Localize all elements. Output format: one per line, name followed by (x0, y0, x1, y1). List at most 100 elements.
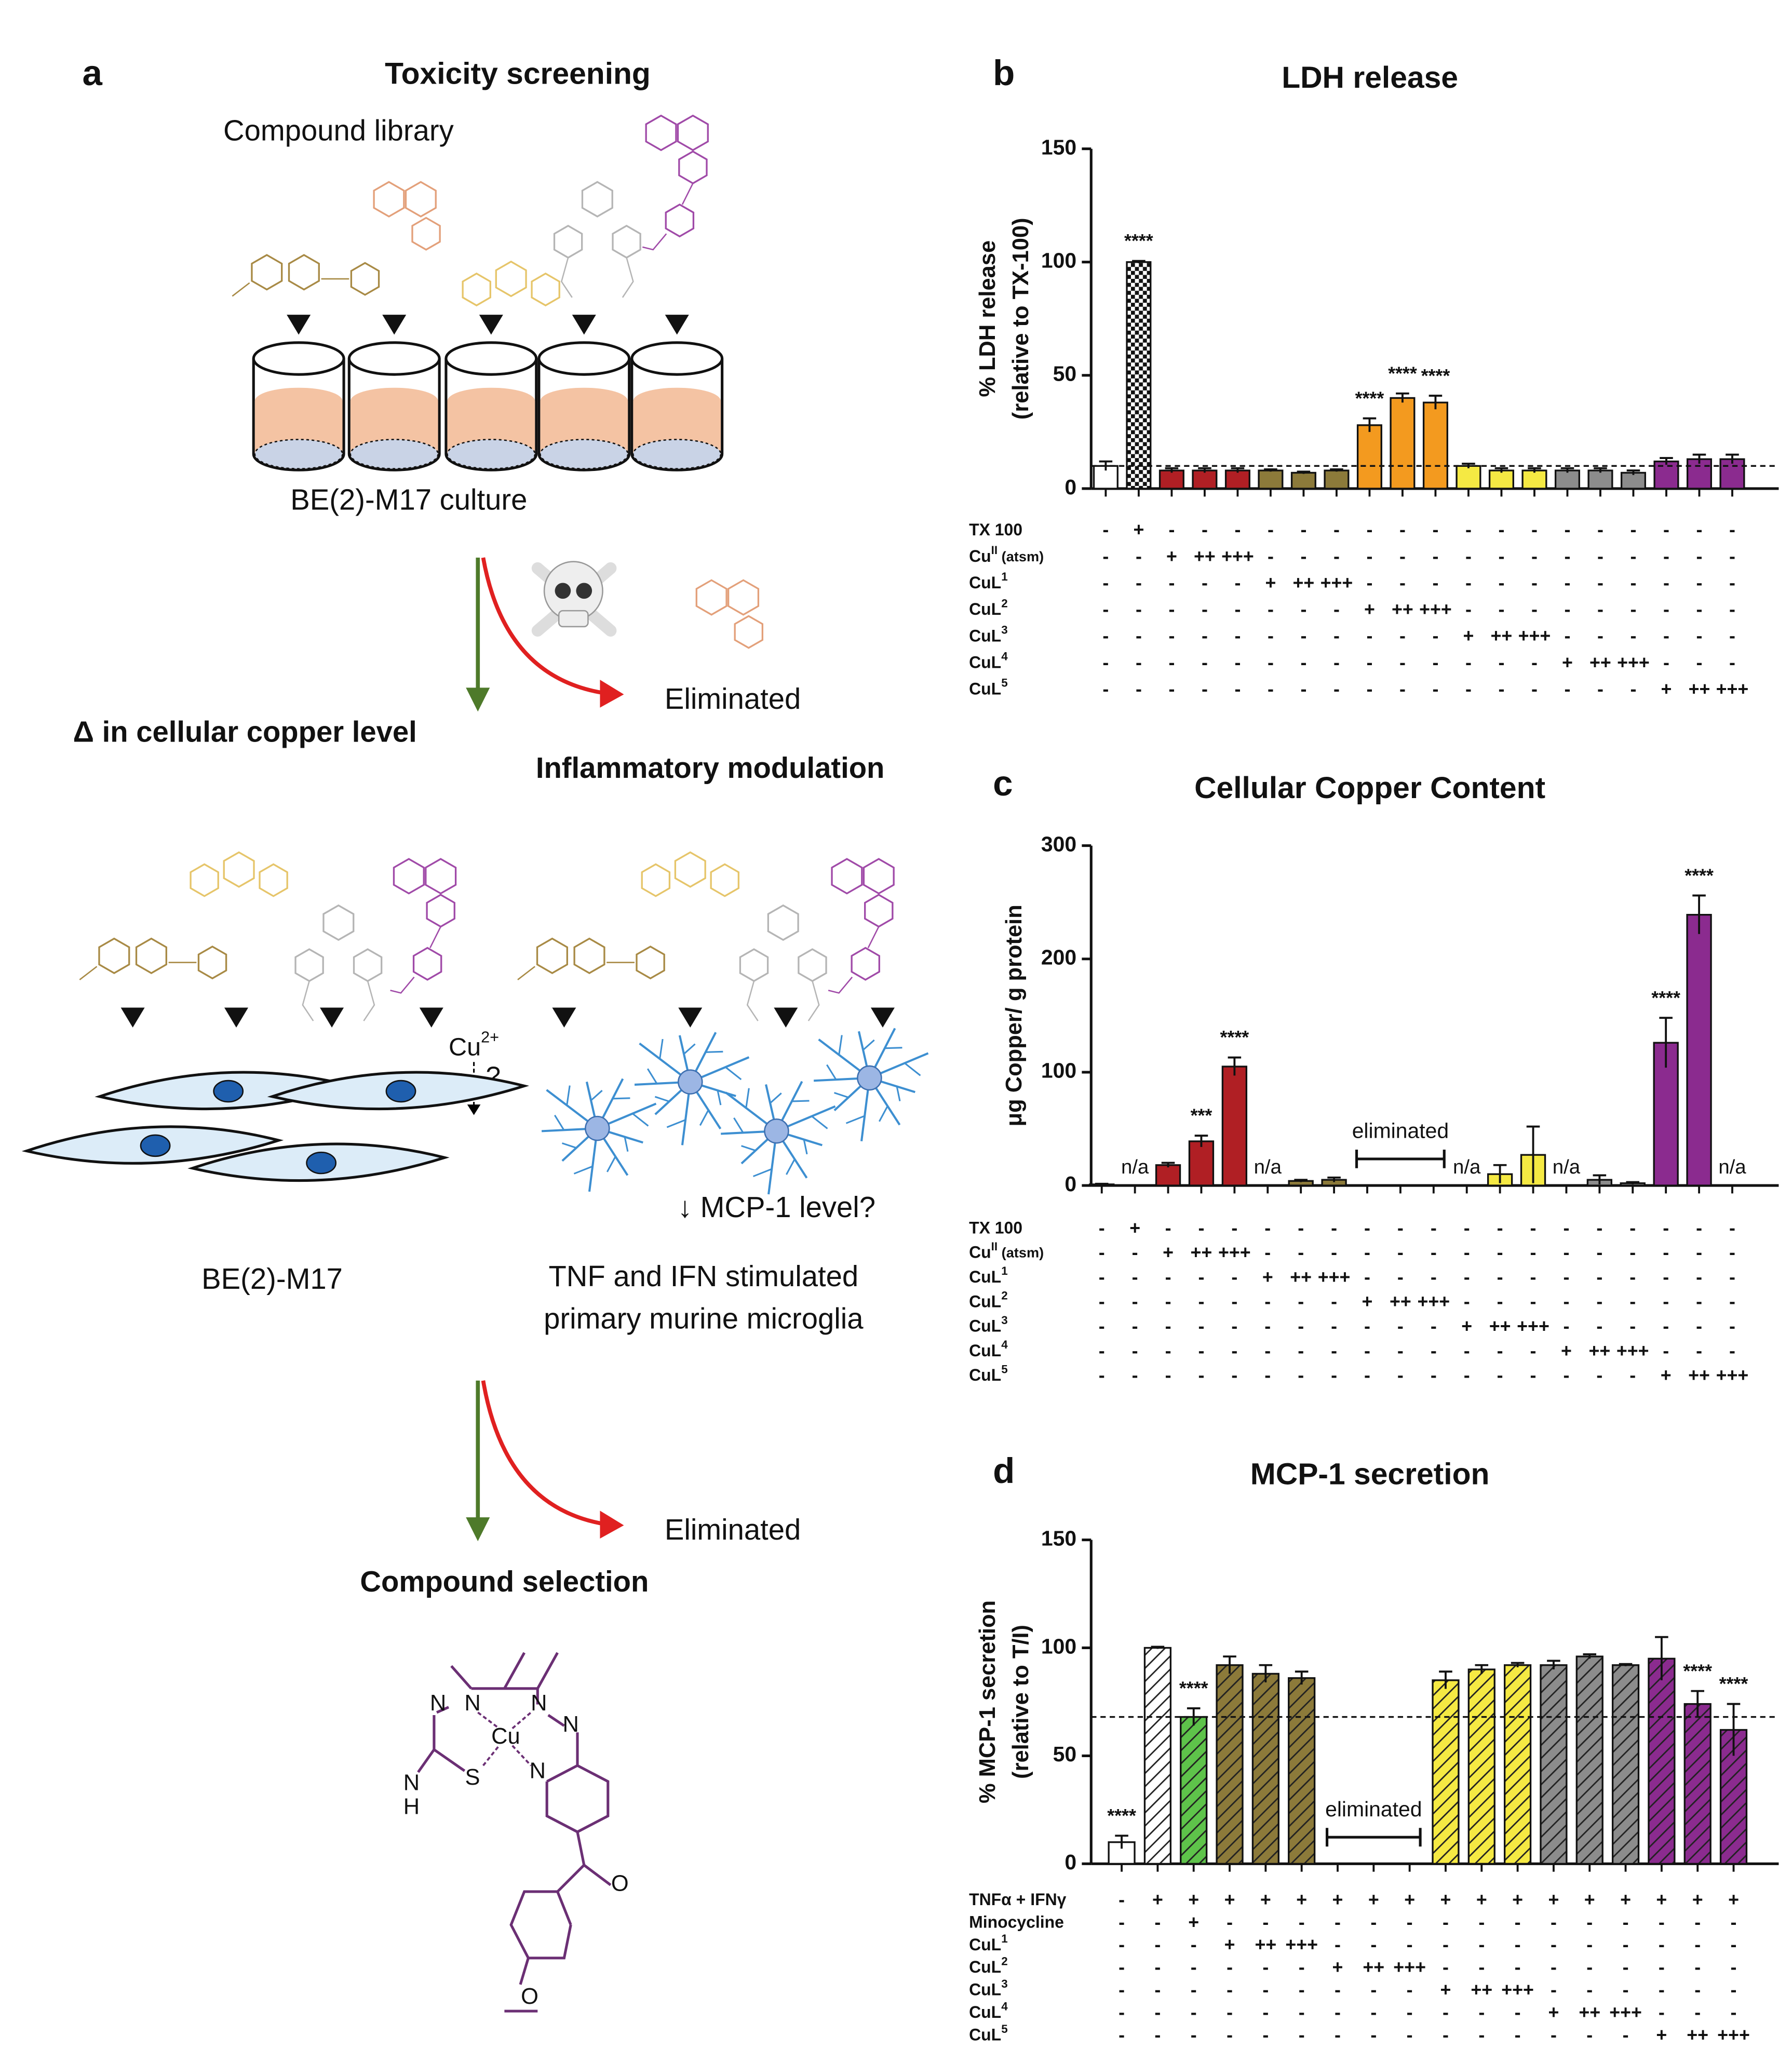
treatment-mark: - (1298, 1365, 1304, 1386)
treatment-mark: - (1099, 1266, 1105, 1287)
treatment-mark: - (1227, 1979, 1233, 2000)
chain (560, 257, 634, 298)
bar (1288, 1677, 1316, 1865)
row-label: TX 100 (969, 520, 1022, 539)
ring (851, 947, 880, 981)
treatment-mark: - (1298, 1316, 1304, 1337)
ring (678, 150, 708, 184)
label-base: TX 100 (969, 520, 1022, 539)
treatment-mark: - (1663, 1291, 1669, 1312)
treatment-mark: + (1661, 679, 1672, 699)
treatment-mark: - (1202, 519, 1208, 540)
treatment-mark: - (1431, 1242, 1437, 1263)
bar (1575, 1655, 1604, 1865)
bar (1648, 1657, 1676, 1865)
treatment-mark: - (1551, 1912, 1557, 1933)
treatment-mark: + (1656, 2025, 1667, 2045)
row-label: Minocycline (969, 1913, 1064, 1932)
ring (135, 937, 167, 974)
treatment-mark: - (1191, 1934, 1197, 1955)
treatment-mark: - (1531, 652, 1538, 673)
treatment-mark: - (1596, 1365, 1602, 1386)
label-sup: 1 (1001, 1932, 1007, 1945)
annotation-bracket (1355, 1150, 1446, 1168)
label-base: Minocycline (969, 1913, 1064, 1932)
error-bar (1259, 1664, 1273, 1683)
treatment-mark: ++ (1194, 546, 1216, 567)
treatment-mark: +++ (1617, 652, 1650, 673)
treatment-mark: - (1299, 2002, 1305, 2023)
treatment-mark: - (1300, 626, 1306, 646)
bond (867, 926, 880, 949)
treatment-mark: - (1694, 2002, 1701, 2023)
bond (232, 282, 250, 297)
soma (585, 1115, 610, 1141)
bar (1521, 469, 1547, 490)
atom-label: O (611, 1871, 629, 1896)
ring (674, 851, 706, 888)
treatment-mark: + (1548, 2002, 1559, 2023)
ring (553, 224, 583, 259)
label-base: CuL (969, 1980, 1001, 1999)
label-sup: 5 (1001, 2022, 1007, 2035)
treatment-mark: + (1368, 1889, 1379, 1910)
treatment-mark: - (1729, 1218, 1735, 1238)
bonds (417, 1652, 612, 2013)
row-label: CuL5 (969, 2022, 1008, 2044)
branch (811, 1115, 828, 1129)
ring (536, 937, 568, 974)
treatment-mark: - (1262, 1957, 1269, 1978)
ring (727, 579, 760, 616)
error-bar (1560, 467, 1574, 473)
treatment-mark: - (1564, 519, 1570, 540)
error-bar (1619, 1663, 1633, 1666)
error-bar (1264, 468, 1277, 472)
treatment-mark: - (1629, 1242, 1636, 1263)
branch (573, 1165, 593, 1175)
treatment-mark: - (1234, 572, 1241, 593)
value-label: n/a (1121, 1156, 1149, 1178)
treatment-mark: - (1407, 2025, 1413, 2045)
bar (1686, 914, 1712, 1186)
value-label: n/a (1718, 1156, 1746, 1178)
treatment-mark: - (1597, 679, 1604, 699)
molecule-icon (642, 114, 709, 251)
treatment-mark: - (1431, 1266, 1437, 1287)
panel-letter: c (993, 763, 1013, 803)
treatment-mark: - (1154, 2002, 1161, 2023)
label-base: CuL (969, 680, 1001, 698)
error-bar (1330, 468, 1343, 472)
treatment-mark: - (1366, 572, 1372, 593)
cell-layer (540, 439, 629, 469)
treatment-mark: - (1331, 1218, 1337, 1238)
significance-label: *** (1191, 1105, 1212, 1126)
treatment-mark: - (1659, 1934, 1665, 1955)
treatment-mark: - (1099, 1218, 1105, 1238)
bar (1686, 458, 1712, 490)
treatment-mark: + (1461, 1316, 1472, 1337)
cell-layer (254, 439, 343, 469)
panel-letter: b (993, 53, 1015, 93)
treatment-mark: - (1231, 1340, 1237, 1361)
treatment-mark: - (1694, 1934, 1701, 1955)
treatment-mark: - (1597, 519, 1604, 540)
treatment-mark: - (1563, 1218, 1569, 1238)
treatment-mark: +++ (1393, 1957, 1426, 1978)
ring (641, 863, 671, 897)
branch (896, 1086, 901, 1101)
bar (1224, 469, 1250, 490)
label-sup: 4 (1001, 650, 1008, 663)
label-sup: 1 (1001, 1264, 1007, 1277)
branch (717, 1090, 722, 1105)
treatment-mark: - (1515, 1912, 1521, 1933)
error-bar (1526, 1125, 1540, 1183)
treatment-mark: - (1335, 2002, 1341, 2023)
treatment-mark: - (1478, 1957, 1485, 1978)
treatment-mark: - (1335, 1934, 1341, 1955)
bar (1488, 469, 1514, 490)
treatment-mark: - (1597, 626, 1604, 646)
treatment-mark: - (1663, 626, 1669, 646)
treatment-mark: +++ (1716, 679, 1749, 699)
treatment-mark: - (1443, 1912, 1449, 1933)
treatment-mark: - (1431, 1365, 1437, 1386)
